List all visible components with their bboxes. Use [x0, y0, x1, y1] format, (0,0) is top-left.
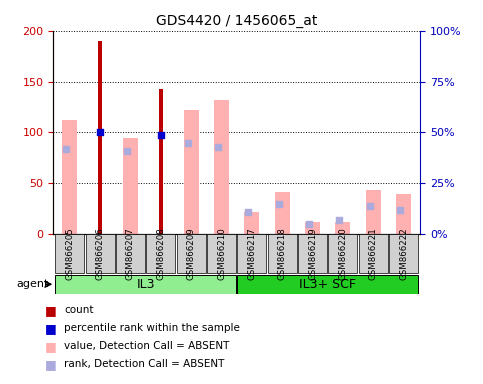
- FancyBboxPatch shape: [358, 234, 388, 273]
- Text: GSM866210: GSM866210: [217, 227, 226, 280]
- Bar: [99, 41, 102, 234]
- Point: [366, 203, 373, 209]
- Bar: [396, 194, 411, 234]
- Text: ■: ■: [45, 358, 57, 371]
- Point: [62, 146, 70, 152]
- Point: [335, 217, 343, 223]
- Text: value, Detection Call = ABSENT: value, Detection Call = ABSENT: [64, 341, 229, 351]
- FancyBboxPatch shape: [268, 234, 297, 273]
- Bar: [184, 110, 199, 234]
- Text: GSM866220: GSM866220: [339, 227, 347, 280]
- FancyBboxPatch shape: [116, 234, 145, 273]
- Text: GSM866218: GSM866218: [278, 227, 287, 280]
- FancyBboxPatch shape: [389, 234, 418, 273]
- FancyBboxPatch shape: [177, 234, 206, 273]
- Point: [157, 131, 165, 137]
- Bar: [159, 89, 163, 234]
- Bar: [123, 137, 138, 234]
- FancyBboxPatch shape: [55, 275, 236, 294]
- Point: [184, 140, 191, 146]
- Text: percentile rank within the sample: percentile rank within the sample: [64, 323, 240, 333]
- FancyBboxPatch shape: [237, 234, 267, 273]
- Point: [96, 129, 104, 136]
- Text: GSM866219: GSM866219: [308, 227, 317, 280]
- FancyBboxPatch shape: [207, 234, 236, 273]
- Point: [396, 207, 404, 213]
- Text: GSM866208: GSM866208: [156, 227, 165, 280]
- Text: ■: ■: [45, 340, 57, 353]
- Text: GSM866205: GSM866205: [65, 227, 74, 280]
- Bar: [305, 222, 320, 234]
- Bar: [366, 190, 381, 234]
- Text: GSM866206: GSM866206: [96, 227, 105, 280]
- Bar: [244, 212, 259, 234]
- Text: GSM866217: GSM866217: [247, 227, 256, 280]
- Bar: [214, 100, 229, 234]
- Text: ■: ■: [45, 304, 57, 317]
- FancyBboxPatch shape: [146, 234, 175, 273]
- FancyBboxPatch shape: [328, 234, 357, 273]
- Bar: [275, 192, 290, 234]
- Text: agent: agent: [16, 279, 48, 289]
- Point: [275, 201, 283, 207]
- Title: GDS4420 / 1456065_at: GDS4420 / 1456065_at: [156, 14, 317, 28]
- FancyBboxPatch shape: [85, 234, 115, 273]
- Text: IL3: IL3: [136, 278, 155, 291]
- Point: [123, 148, 131, 154]
- Text: IL3+ SCF: IL3+ SCF: [299, 278, 356, 291]
- Text: GSM866222: GSM866222: [399, 227, 408, 280]
- Text: GSM866207: GSM866207: [126, 227, 135, 280]
- Text: count: count: [64, 305, 94, 316]
- Bar: [62, 120, 77, 234]
- Text: ■: ■: [45, 322, 57, 335]
- FancyBboxPatch shape: [55, 234, 85, 273]
- Text: GSM866221: GSM866221: [369, 227, 378, 280]
- Bar: [335, 222, 351, 234]
- FancyBboxPatch shape: [298, 234, 327, 273]
- Point: [214, 144, 222, 150]
- Point: [244, 209, 252, 215]
- Text: rank, Detection Call = ABSENT: rank, Detection Call = ABSENT: [64, 359, 225, 369]
- Text: GSM866209: GSM866209: [186, 227, 196, 280]
- FancyBboxPatch shape: [237, 275, 418, 294]
- Point: [305, 221, 313, 227]
